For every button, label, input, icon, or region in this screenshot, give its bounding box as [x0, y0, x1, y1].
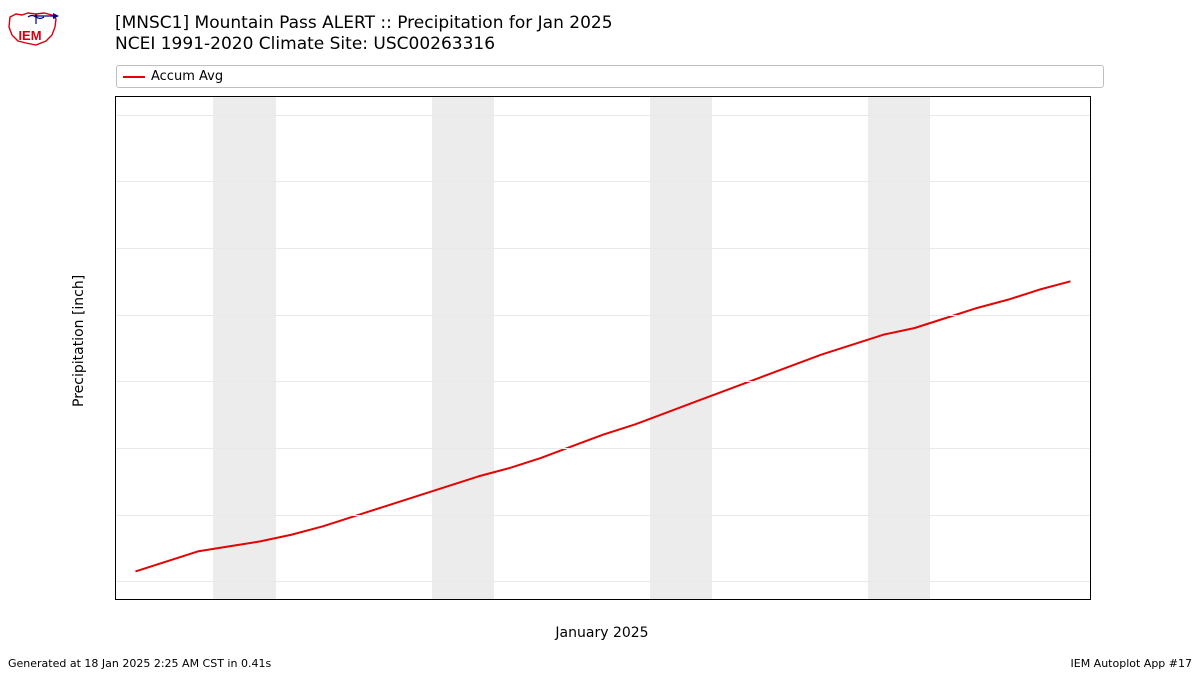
y-tick-label: 0.0: [115, 574, 116, 589]
y-axis-label: Precipitation [inch]: [71, 275, 87, 407]
legend-line-swatch: [123, 76, 145, 78]
x-tick-label: 21: [751, 599, 768, 600]
legend-label: Accum Avg: [151, 69, 223, 84]
x-tick-mark: [790, 599, 791, 600]
x-tick-mark: [229, 599, 230, 600]
gridline: [116, 248, 1090, 249]
gridline: [116, 448, 1090, 449]
x-tick-label: 16: [595, 599, 612, 600]
x-tick-mark: [198, 599, 199, 600]
x-tick-mark: [884, 599, 885, 600]
iem-logo: IEM: [6, 5, 60, 53]
x-tick-label: 3: [194, 599, 202, 600]
x-tick-mark: [634, 599, 635, 600]
x-tick-mark: [572, 599, 573, 600]
chart-plot-area: 0.00.20.40.60.81.01.21.41234567891011121…: [115, 96, 1091, 600]
x-tick-mark: [946, 599, 947, 600]
x-tick-label: 12: [470, 599, 487, 600]
x-tick-label: 1: [131, 599, 139, 600]
chart-title-line1: [MNSC1] Mountain Pass ALERT :: Precipita…: [115, 13, 613, 34]
x-tick-mark: [977, 599, 978, 600]
svg-text:IEM: IEM: [18, 28, 41, 43]
x-tick-label: 14: [532, 599, 549, 600]
x-tick-mark: [509, 599, 510, 600]
x-tick-label: 26: [906, 599, 923, 600]
chart-line-layer: [116, 97, 1090, 599]
y-tick-label: 0.4: [115, 441, 116, 456]
x-tick-label: 6: [287, 599, 295, 600]
x-tick-mark: [915, 599, 916, 600]
x-axis-label: January 2025: [555, 625, 648, 641]
x-tick-label: 10: [408, 599, 425, 600]
x-tick-mark: [1008, 599, 1009, 600]
x-tick-mark: [354, 599, 355, 600]
x-tick-mark: [728, 599, 729, 600]
x-tick-label: 24: [844, 599, 861, 600]
x-tick-label: 4: [225, 599, 233, 600]
gridline: [116, 515, 1090, 516]
x-tick-mark: [167, 599, 168, 600]
x-tick-label: 25: [875, 599, 892, 600]
chart-title-line2: NCEI 1991-2020 Climate Site: USC00263316: [115, 34, 613, 55]
x-tick-mark: [603, 599, 604, 600]
footer-app-text: IEM Autoplot App #17: [1071, 657, 1193, 670]
footer-generated-text: Generated at 18 Jan 2025 2:25 AM CST in …: [8, 657, 271, 670]
x-tick-label: 2: [163, 599, 171, 600]
x-tick-label: 8: [350, 599, 358, 600]
gridline: [116, 115, 1090, 116]
x-tick-mark: [697, 599, 698, 600]
x-tick-label: 22: [782, 599, 799, 600]
x-tick-label: 28: [969, 599, 986, 600]
x-tick-label: 23: [813, 599, 830, 600]
x-tick-label: 20: [719, 599, 736, 600]
x-tick-label: 29: [1000, 599, 1017, 600]
y-tick-label: 0.6: [115, 374, 116, 389]
x-tick-mark: [478, 599, 479, 600]
x-tick-mark: [291, 599, 292, 600]
y-tick-label: 0.8: [115, 307, 116, 322]
x-tick-label: 11: [439, 599, 456, 600]
x-tick-label: 7: [318, 599, 326, 600]
x-tick-mark: [1071, 599, 1072, 600]
x-tick-mark: [541, 599, 542, 600]
y-tick-label: 1.0: [115, 240, 116, 255]
x-tick-mark: [447, 599, 448, 600]
x-tick-label: 17: [626, 599, 643, 600]
x-tick-label: 9: [381, 599, 389, 600]
x-tick-label: 19: [688, 599, 705, 600]
x-tick-mark: [821, 599, 822, 600]
x-tick-mark: [416, 599, 417, 600]
chart-title: [MNSC1] Mountain Pass ALERT :: Precipita…: [115, 13, 613, 56]
x-tick-label: 13: [501, 599, 518, 600]
y-tick-label: 1.2: [115, 174, 116, 189]
x-tick-mark: [135, 599, 136, 600]
gridline: [116, 381, 1090, 382]
x-tick-label: 31: [1062, 599, 1079, 600]
x-tick-mark: [759, 599, 760, 600]
x-tick-mark: [665, 599, 666, 600]
x-tick-mark: [260, 599, 261, 600]
x-tick-label: 30: [1031, 599, 1048, 600]
x-tick-label: 18: [657, 599, 674, 600]
gridline: [116, 315, 1090, 316]
x-tick-mark: [322, 599, 323, 600]
x-tick-mark: [852, 599, 853, 600]
gridline: [116, 581, 1090, 582]
x-tick-label: 27: [938, 599, 955, 600]
x-tick-label: 15: [564, 599, 581, 600]
gridline: [116, 181, 1090, 182]
series-line-accum-avg: [135, 281, 1070, 571]
x-tick-mark: [385, 599, 386, 600]
legend: Accum Avg: [116, 65, 1104, 88]
x-tick-label: 5: [256, 599, 264, 600]
x-tick-mark: [1039, 599, 1040, 600]
y-tick-label: 0.2: [115, 507, 116, 522]
y-tick-label: 1.4: [115, 107, 116, 122]
